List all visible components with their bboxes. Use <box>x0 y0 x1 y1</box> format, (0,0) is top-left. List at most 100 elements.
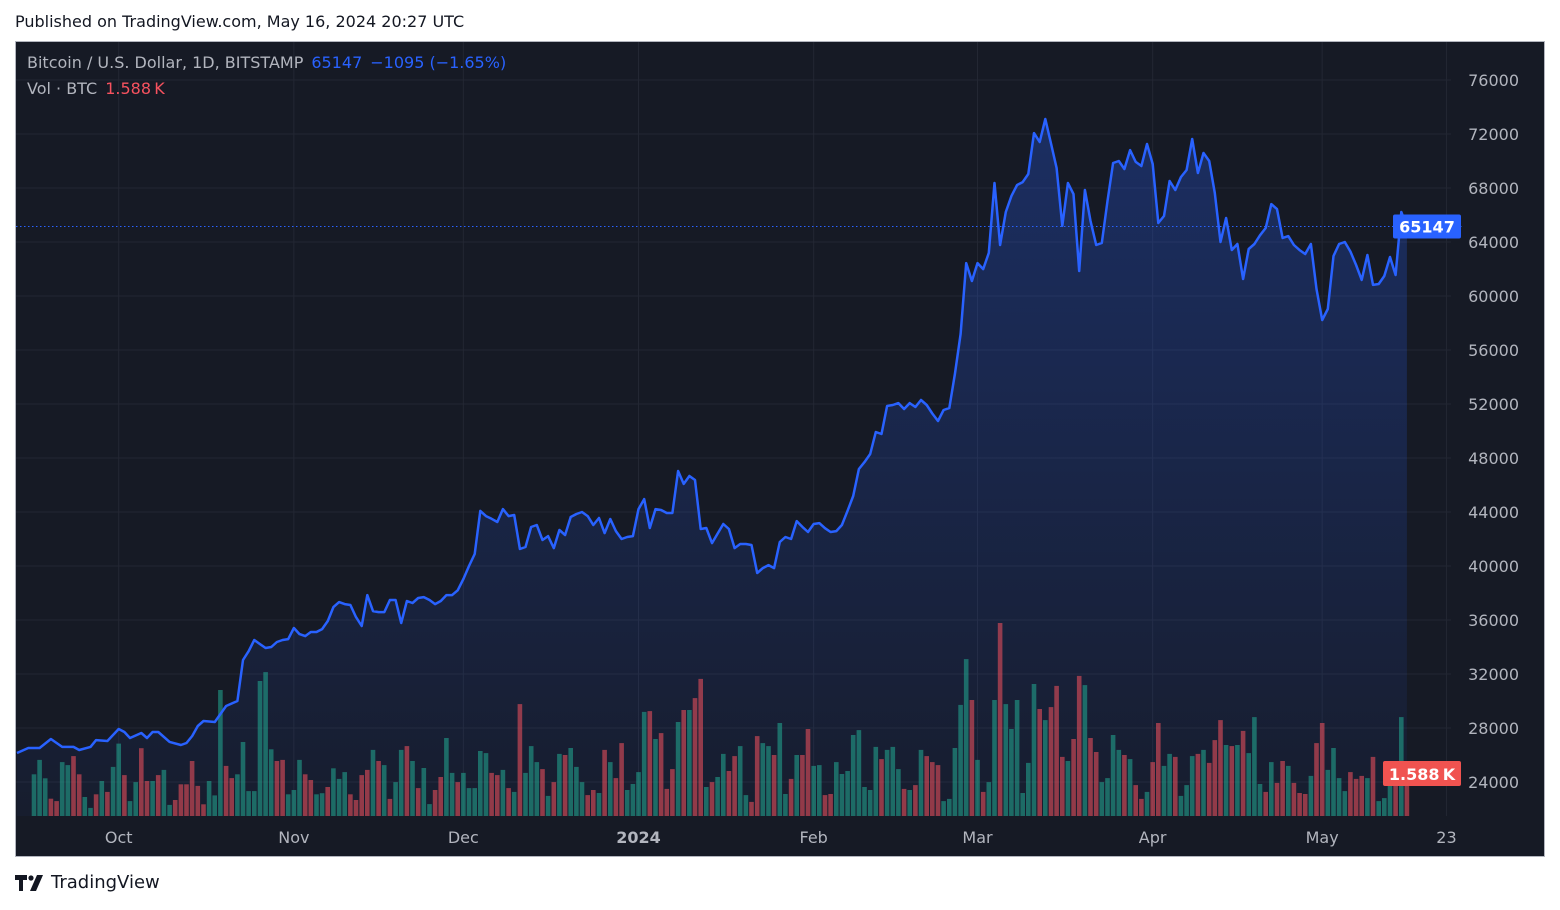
volume-bar <box>167 804 172 816</box>
volume-bar <box>1235 745 1240 816</box>
volume-bar <box>777 723 783 816</box>
volume-bar <box>534 762 540 816</box>
volume-bar <box>924 756 929 816</box>
volume-bar <box>246 791 251 816</box>
volume-bar <box>348 794 353 816</box>
symbol-legend-row[interactable]: Bitcoin / U.S. Dollar, 1D, BITSTAMP 65147… <box>27 53 506 79</box>
volume-bar <box>574 766 579 816</box>
volume-bar <box>229 778 234 816</box>
footer-brand[interactable]: TradingView <box>15 872 160 893</box>
volume-bar <box>794 755 799 816</box>
volume-label: Vol · BTC <box>27 79 98 98</box>
price-axis-tick-label: 48000 <box>1468 449 1519 468</box>
volume-bar <box>698 678 703 816</box>
volume-bar <box>240 742 246 816</box>
price-axis-tick-label: 60000 <box>1468 287 1519 306</box>
volume-bar <box>557 753 562 816</box>
volume-bar <box>1065 761 1071 816</box>
volume-bar <box>291 790 297 816</box>
volume-bar <box>1009 729 1014 816</box>
volume-bar <box>82 797 88 816</box>
volume-bar <box>263 672 268 816</box>
volume-bar <box>31 774 37 816</box>
volume-bar <box>1054 685 1059 816</box>
volume-bar <box>189 761 195 816</box>
volume-bar <box>997 623 1003 816</box>
price-chart[interactable]: 24000 28000 32000 36000 40000 44000 48000 52000… <box>16 42 1546 858</box>
volume-bar <box>1218 720 1223 816</box>
volume-bar <box>1014 700 1020 816</box>
volume-bar <box>1031 684 1037 816</box>
volume-bar <box>483 753 489 816</box>
volume-bar <box>461 772 466 816</box>
volume-bar <box>1325 769 1331 816</box>
volume-bar <box>359 775 364 816</box>
price-axis-tick-label: 32000 <box>1468 665 1519 684</box>
volume-bar <box>438 777 443 816</box>
volume-bar <box>139 748 144 816</box>
volume-bar <box>297 759 302 816</box>
volume-bar <box>1139 798 1144 816</box>
volume-bar <box>591 790 596 816</box>
volume-value: 1.588 K <box>105 79 165 98</box>
volume-bar <box>1195 753 1201 816</box>
time-axis-tick-label: 2024 <box>616 828 661 847</box>
volume-bar <box>353 800 359 816</box>
volume-bar <box>268 749 274 816</box>
volume-bar <box>1020 793 1025 816</box>
volume-bar <box>681 710 686 816</box>
volume-bar <box>523 772 528 816</box>
volume-bar <box>65 765 71 816</box>
brand-name: TradingView <box>51 872 160 893</box>
volume-bar <box>319 793 325 816</box>
volume-bar <box>42 778 48 816</box>
volume-bar <box>342 772 347 816</box>
volume-bar <box>223 765 229 816</box>
volume-bar <box>613 778 619 816</box>
volume-bar <box>285 794 291 816</box>
volume-bar <box>1003 704 1009 816</box>
volume-bar <box>1263 791 1268 816</box>
volume-bar <box>1280 761 1285 816</box>
volume-bar <box>1116 749 1122 816</box>
volume-bar <box>658 733 664 816</box>
volume-bar <box>1122 755 1127 816</box>
volume-bar <box>828 794 833 816</box>
volume-bar <box>370 749 376 816</box>
last-price: 65147 <box>311 53 363 72</box>
volume-bar <box>1150 762 1155 816</box>
volume-bar <box>862 787 867 816</box>
chart-legend: Bitcoin / U.S. Dollar, 1D, BITSTAMP 65147… <box>27 53 506 105</box>
volume-bar <box>952 748 958 816</box>
volume-bar <box>1037 709 1042 816</box>
volume-bar <box>568 748 573 816</box>
volume-bar <box>59 762 65 816</box>
chart-panel[interactable]: 24000 28000 32000 36000 40000 44000 48000 52000… <box>15 41 1545 857</box>
price-change: −1095 (−1.65%) <box>370 53 507 72</box>
volume-bar <box>687 710 692 816</box>
volume-bar <box>890 746 896 816</box>
volume-legend-row[interactable]: Vol · BTC 1.588 K <box>27 79 506 105</box>
price-axis-tick-label: 52000 <box>1468 395 1519 414</box>
volume-bar <box>517 704 523 816</box>
volume-badge-text: 1.588 K <box>1389 765 1456 784</box>
volume-bar <box>636 772 641 816</box>
volume-bar <box>1314 743 1319 816</box>
volume-bar <box>896 769 901 816</box>
volume-bar <box>879 759 884 816</box>
time-axis-tick-label: Oct <box>105 828 133 847</box>
volume-bar <box>918 749 924 816</box>
volume-bar <box>1156 723 1161 816</box>
volume-bar <box>913 785 918 816</box>
volume-bar <box>1370 756 1376 816</box>
volume-bar <box>1178 795 1184 816</box>
volume-bar <box>619 743 624 816</box>
volume-bar <box>432 790 438 816</box>
volume-bar <box>54 801 59 816</box>
volume-bar <box>116 743 121 816</box>
volume-bar <box>980 791 986 816</box>
volume-bar <box>478 751 483 816</box>
volume-bar <box>331 768 336 816</box>
volume-bar <box>1286 765 1291 816</box>
volume-bar <box>449 772 455 816</box>
